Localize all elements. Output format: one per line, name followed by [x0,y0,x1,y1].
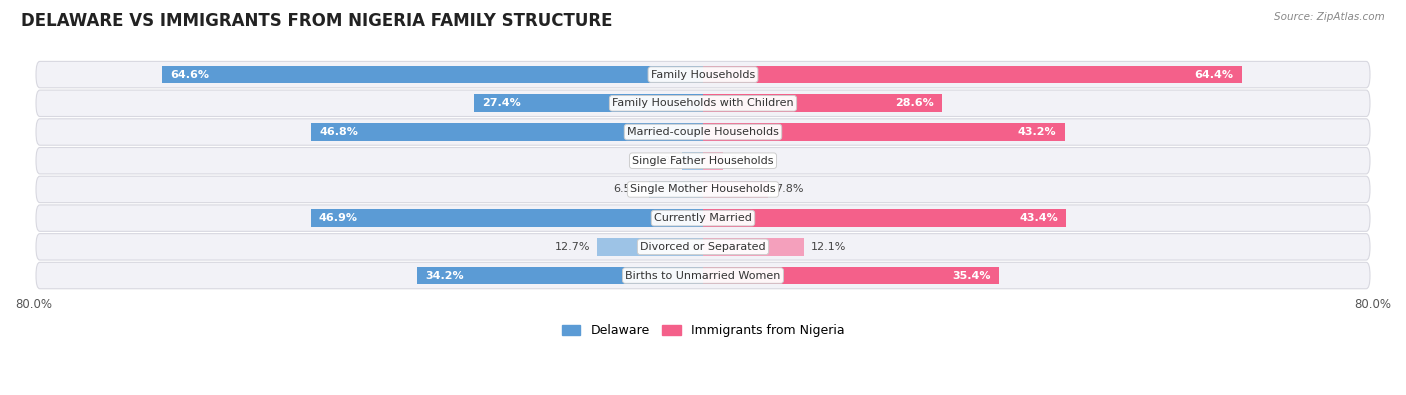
FancyBboxPatch shape [37,147,1369,174]
Text: 28.6%: 28.6% [896,98,934,108]
Bar [596,238,703,256]
Text: Family Households with Children: Family Households with Children [612,98,794,108]
Text: DELAWARE VS IMMIGRANTS FROM NIGERIA FAMILY STRUCTURE: DELAWARE VS IMMIGRANTS FROM NIGERIA FAMI… [21,12,613,30]
Bar [703,123,1064,141]
Bar [648,181,703,198]
Text: 6.5%: 6.5% [613,184,643,194]
Bar [703,238,804,256]
FancyBboxPatch shape [37,90,1369,117]
FancyBboxPatch shape [37,176,1369,203]
Text: 64.6%: 64.6% [170,70,209,80]
Legend: Delaware, Immigrants from Nigeria: Delaware, Immigrants from Nigeria [557,320,849,342]
FancyBboxPatch shape [37,61,1369,88]
Text: Source: ZipAtlas.com: Source: ZipAtlas.com [1274,12,1385,22]
Text: Currently Married: Currently Married [654,213,752,223]
Bar [703,152,723,169]
FancyBboxPatch shape [37,233,1369,260]
Bar [703,209,1066,227]
FancyBboxPatch shape [37,262,1369,289]
Text: Single Father Households: Single Father Households [633,156,773,166]
Bar [416,267,703,284]
Text: Divorced or Separated: Divorced or Separated [640,242,766,252]
Bar [703,94,942,112]
Text: 7.8%: 7.8% [775,184,803,194]
FancyBboxPatch shape [37,205,1369,231]
Text: 43.4%: 43.4% [1019,213,1057,223]
Text: 2.5%: 2.5% [647,156,675,166]
Text: 46.8%: 46.8% [319,127,359,137]
Text: 64.4%: 64.4% [1195,70,1233,80]
Text: Births to Unmarried Women: Births to Unmarried Women [626,271,780,280]
Bar [474,94,703,112]
Bar [162,66,703,83]
Bar [703,267,1000,284]
Text: 12.7%: 12.7% [554,242,591,252]
Bar [703,66,1241,83]
Text: 27.4%: 27.4% [482,98,520,108]
Text: 34.2%: 34.2% [425,271,464,280]
Bar [703,181,768,198]
Text: 12.1%: 12.1% [811,242,846,252]
Text: 43.2%: 43.2% [1018,127,1056,137]
Text: 46.9%: 46.9% [319,213,359,223]
Text: Family Households: Family Households [651,70,755,80]
Bar [682,152,703,169]
Bar [311,209,703,227]
Bar [311,123,703,141]
Text: 2.4%: 2.4% [730,156,758,166]
Text: Single Mother Households: Single Mother Households [630,184,776,194]
Text: Married-couple Households: Married-couple Households [627,127,779,137]
Text: 35.4%: 35.4% [952,271,991,280]
FancyBboxPatch shape [37,119,1369,145]
